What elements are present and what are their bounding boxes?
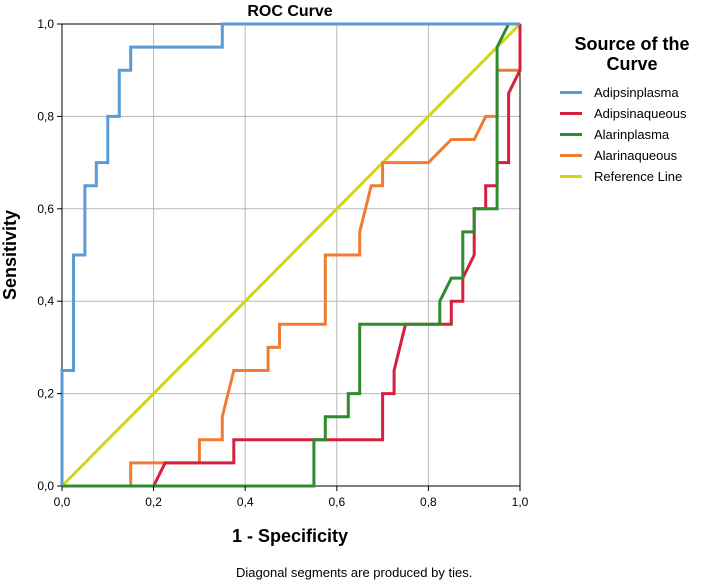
chart-title: ROC Curve	[247, 3, 332, 20]
legend-item-adipsinaqueous: Adipsinaqueous	[560, 103, 687, 124]
x-tick-label: 0,4	[237, 495, 254, 509]
y-axis-label: Sensitivity	[0, 210, 20, 300]
legend-label: Alarinplasma	[594, 127, 670, 142]
y-tick-label: 1,0	[37, 17, 54, 31]
legend-label: Alarinaqueous	[594, 148, 678, 163]
y-tick-label: 0,2	[37, 387, 54, 401]
legend: Adipsinplasma Adipsinaqueous Alarinplasm…	[560, 82, 687, 187]
legend-title: Source of the Curve	[556, 34, 708, 74]
x-axis-label: 1 - Specificity	[232, 526, 348, 546]
series-line-alarinplasma	[62, 22, 520, 488]
series-line-alarinaqueous	[62, 24, 522, 488]
legend-swatch	[560, 91, 582, 94]
series-line-reference-line	[60, 22, 522, 488]
legend-item-alarinaqueous: Alarinaqueous	[560, 145, 687, 166]
y-tick-label: 0,0	[37, 479, 54, 493]
legend-label: Reference Line	[594, 169, 683, 184]
x-tick-label: 0,2	[145, 495, 162, 509]
series-layer	[60, 22, 522, 488]
x-tick-label: 0,6	[328, 495, 345, 509]
y-tick-label: 0,8	[37, 109, 54, 123]
legend-title-line-2: Curve	[606, 54, 658, 74]
legend-item-adipsinplasma: Adipsinplasma	[560, 82, 687, 103]
legend-item-alarinplasma: Alarinplasma	[560, 124, 687, 145]
legend-swatch	[560, 112, 582, 115]
legend-swatch	[560, 154, 582, 157]
series-line-adipsinplasma	[60, 22, 520, 486]
legend-label: Adipsinaqueous	[594, 106, 687, 121]
y-tick-label: 0,6	[37, 202, 54, 216]
x-tick-label: 1,0	[512, 495, 529, 509]
footnote: Diagonal segments are produced by ties.	[236, 565, 473, 580]
legend-title-line-1: Source of the	[574, 34, 690, 54]
y-axis-ticks: 0,0 0,2 0,4 0,6 0,8 1,0	[37, 17, 62, 493]
y-tick-label: 0,4	[37, 294, 54, 308]
legend-label: Adipsinplasma	[594, 85, 679, 100]
legend-swatch	[560, 175, 582, 178]
legend-item-reference-line: Reference Line	[560, 166, 687, 187]
x-axis-ticks: 0,0 0,2 0,4 0,6 0,8 1,0	[54, 486, 529, 509]
legend-swatch	[560, 133, 582, 136]
x-tick-label: 0,8	[420, 495, 437, 509]
x-tick-label: 0,0	[54, 495, 71, 509]
series-line-adipsinaqueous	[62, 24, 522, 488]
